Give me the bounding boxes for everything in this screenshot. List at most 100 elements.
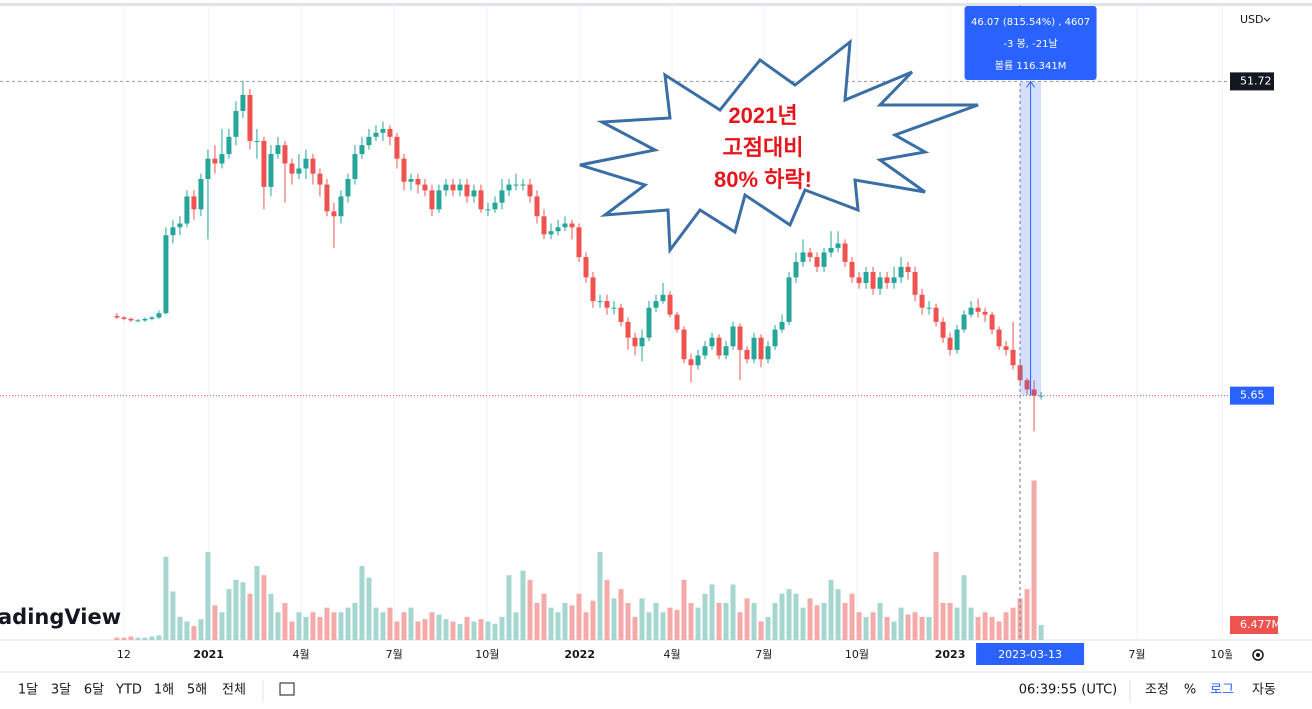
- range-button[interactable]: 5해: [187, 683, 207, 698]
- range-button[interactable]: 6달: [84, 683, 104, 698]
- volume-bar: [219, 612, 225, 640]
- volume-bar: [331, 612, 337, 640]
- currency-caret[interactable]: [1263, 17, 1271, 22]
- volume-bar: [233, 579, 239, 640]
- volume-bar: [170, 591, 176, 640]
- volume-bar: [555, 612, 561, 640]
- volume-bar: [205, 552, 211, 640]
- volume-bar: [492, 623, 498, 640]
- candle-body: [660, 294, 666, 302]
- candle-body: [786, 277, 792, 322]
- range-button[interactable]: YTD: [115, 683, 142, 698]
- candle-body: [184, 196, 190, 224]
- volume-bar: [996, 621, 1002, 640]
- volume-bar: [968, 607, 974, 640]
- candle-body: [240, 94, 246, 111]
- x-tick-label: 2023: [935, 648, 966, 661]
- range-button[interactable]: 전체: [222, 683, 246, 698]
- candle-body: [534, 196, 540, 217]
- volume-bar: [842, 603, 848, 640]
- gear-hub[interactable]: [1256, 653, 1260, 657]
- volume-bar: [863, 616, 869, 640]
- candle-body: [821, 252, 827, 267]
- candle-body: [772, 329, 778, 347]
- volume-bar: [408, 607, 414, 640]
- volume-bar: [541, 593, 547, 640]
- scale-option[interactable]: 로그: [1210, 683, 1234, 698]
- candle-body: [863, 272, 869, 283]
- candle-body: [555, 227, 561, 232]
- volume-bar: [450, 621, 456, 640]
- range-button[interactable]: 1해: [154, 683, 174, 698]
- candle-body: [681, 329, 687, 360]
- candle-body: [653, 301, 659, 308]
- volume-bar: [576, 593, 582, 640]
- volume-bar: [338, 612, 344, 640]
- volume-bar: [744, 598, 750, 640]
- volume-bar: [184, 621, 190, 640]
- scale-option[interactable]: 조정: [1145, 683, 1169, 698]
- candle-body: [121, 317, 127, 319]
- volume-bar: [177, 616, 183, 640]
- candle-body: [352, 154, 358, 180]
- candle-body: [576, 227, 582, 258]
- gear[interactable]: [1252, 649, 1264, 661]
- volume-bar: [1024, 589, 1030, 640]
- volume-bar: [527, 579, 533, 640]
- candle-body: [177, 223, 183, 228]
- candle-body: [170, 227, 176, 236]
- candle-body: [401, 158, 407, 182]
- volume-bar: [289, 621, 295, 640]
- volume-label: 6.477M: [1240, 618, 1281, 631]
- volume-bar: [1010, 607, 1016, 640]
- volume-bar: [401, 612, 407, 640]
- volume-bar: [254, 566, 260, 640]
- candle-body: [471, 190, 477, 197]
- volume-bar: [919, 616, 925, 640]
- volume-bar: [751, 603, 757, 640]
- candle-body: [758, 337, 764, 360]
- candle-body: [296, 168, 302, 174]
- candle-body: [198, 179, 204, 210]
- volume-bar: [730, 584, 736, 640]
- volume-bar: [758, 621, 764, 640]
- clock[interactable]: 06:39:55 (UTC): [1019, 683, 1117, 698]
- volume-bar: [709, 584, 715, 640]
- high-price-label: 51.72: [1240, 74, 1272, 87]
- candle-body: [723, 346, 729, 356]
- candle-body: [331, 211, 337, 217]
- candle-body: [765, 346, 771, 360]
- candle-body: [583, 257, 589, 278]
- candle-body: [275, 145, 281, 155]
- candle-body: [779, 321, 785, 330]
- range-button[interactable]: 3달: [51, 683, 71, 698]
- volume-bar: [513, 612, 519, 640]
- volume-bar: [632, 616, 638, 640]
- candle-body: [149, 317, 155, 319]
- date-range-icon[interactable]: [279, 682, 295, 696]
- candle-body: [702, 346, 708, 356]
- candle-body: [1024, 380, 1030, 390]
- callout-text: 2021년: [728, 103, 797, 128]
- range-button[interactable]: 1달: [18, 683, 38, 698]
- candle-body: [625, 321, 631, 338]
- candle-body: [450, 184, 456, 191]
- scale-option[interactable]: %: [1184, 683, 1196, 698]
- candle-body: [996, 329, 1002, 347]
- currency[interactable]: USD: [1240, 13, 1264, 26]
- candle-body: [597, 301, 603, 303]
- candle-body: [800, 252, 806, 262]
- candle-body: [506, 184, 512, 191]
- candle-body: [233, 110, 239, 137]
- volume-bar: [653, 603, 659, 640]
- volume-bar: [359, 566, 365, 640]
- x-tick-label: 7월: [755, 648, 772, 661]
- settings-icon[interactable]: [1252, 649, 1264, 661]
- candle-body: [373, 132, 379, 137]
- volume-bar: [142, 637, 148, 640]
- candle-body: [520, 184, 526, 186]
- scale-option[interactable]: 자동: [1252, 683, 1276, 698]
- candle-body: [884, 277, 890, 283]
- volume-bar: [191, 626, 197, 640]
